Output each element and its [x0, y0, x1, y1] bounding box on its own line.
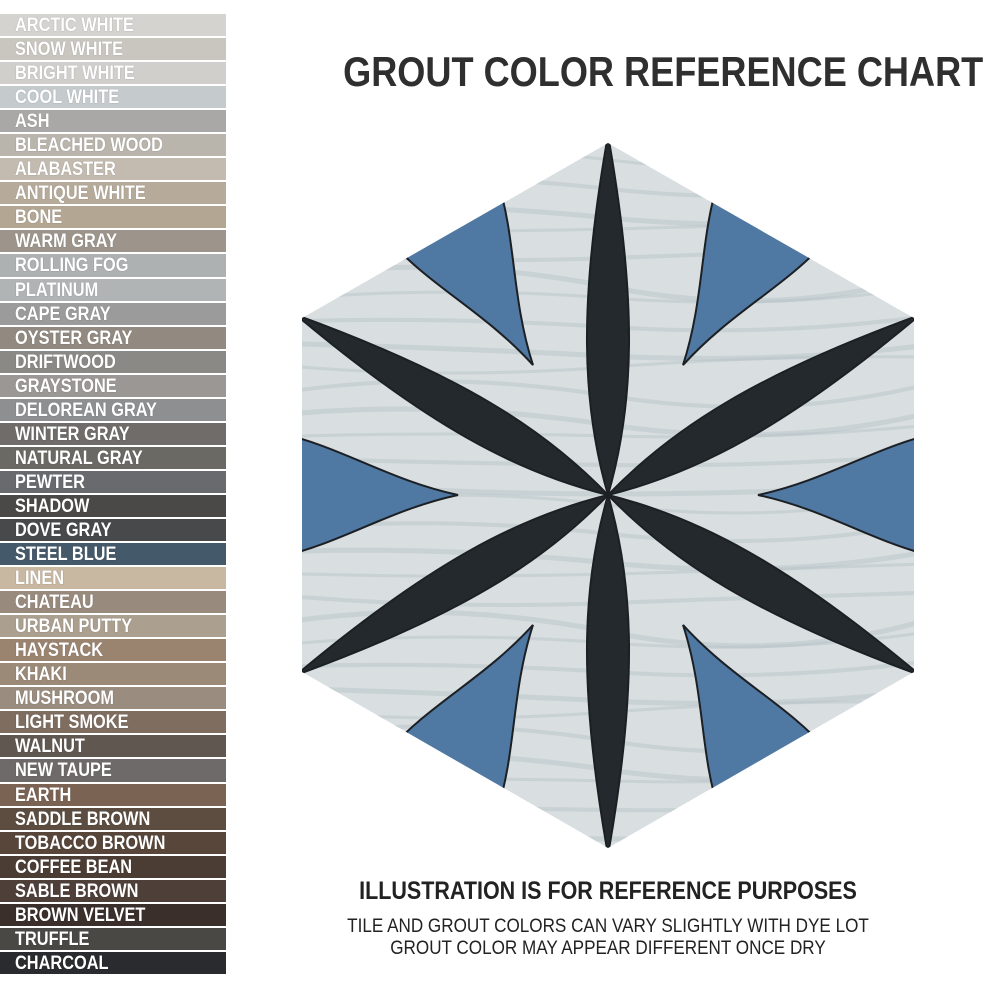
- grout-swatch-label: KHAKI: [15, 664, 67, 686]
- grout-swatch: PEWTER: [0, 470, 226, 493]
- grout-swatch-label: DRIFTWOOD: [15, 351, 116, 373]
- grout-swatch: BROWN VELVET: [0, 903, 226, 926]
- grout-swatch: CHATEAU: [0, 591, 226, 614]
- grout-swatch: ALABASTER: [0, 158, 226, 181]
- grout-swatch: STEEL BLUE: [0, 543, 226, 566]
- grout-swatch-label: SADDLE BROWN: [15, 808, 151, 830]
- grout-swatch: TRUFFLE: [0, 927, 226, 950]
- grout-swatch: PLATINUM: [0, 278, 226, 301]
- grout-swatch: SABLE BROWN: [0, 879, 226, 902]
- grout-swatch-label: DELOREAN GRAY: [15, 399, 157, 421]
- grout-swatch-label: CAPE GRAY: [15, 303, 111, 325]
- grout-swatch: ARCTIC WHITE: [0, 14, 226, 37]
- grout-swatch-label: LIGHT SMOKE: [15, 712, 129, 734]
- grout-swatch: DOVE GRAY: [0, 518, 226, 542]
- grout-swatch-label: BONE: [15, 207, 63, 229]
- grout-swatch-label: URBAN PUTTY: [15, 616, 133, 638]
- grout-swatch-label: ARCTIC WHITE: [15, 15, 134, 36]
- grout-swatch-label: DOVE GRAY: [15, 519, 112, 541]
- grout-swatch: TOBACCO BROWN: [0, 831, 226, 854]
- grout-swatch: NEW TAUPE: [0, 759, 226, 782]
- dark-petal: [586, 491, 630, 848]
- dark-petal: [302, 314, 612, 497]
- grout-swatch: GRAYSTONE: [0, 374, 226, 397]
- grout-swatch: KHAKI: [0, 663, 226, 686]
- grout-swatch: ANTIQUE WHITE: [0, 182, 226, 205]
- grout-swatch: ROLLING FOG: [0, 254, 226, 277]
- grout-swatch-label: BRIGHT WHITE: [15, 63, 135, 85]
- grout-swatch: DRIFTWOOD: [0, 350, 226, 373]
- grout-swatch-label: TOBACCO BROWN: [15, 832, 166, 854]
- grout-swatch: LIGHT SMOKE: [0, 711, 226, 734]
- grout-swatch: URBAN PUTTY: [0, 615, 226, 638]
- reference-note-line-2: GROUT COLOR MAY APPEAR DIFFERENT ONCE DR…: [390, 938, 826, 959]
- grout-swatch: SHADOW: [0, 494, 226, 517]
- grout-swatch: CHARCOAL: [0, 951, 226, 974]
- grout-swatch-label: SNOW WHITE: [15, 39, 124, 61]
- grout-swatch-label: MUSHROOM: [15, 688, 114, 710]
- grout-swatch-label: BROWN VELVET: [15, 904, 146, 926]
- grout-swatch-label: EARTH: [15, 784, 72, 806]
- grout-swatch: COOL WHITE: [0, 86, 226, 109]
- grout-swatch-label: GRAYSTONE: [15, 375, 117, 397]
- grout-swatch: BRIGHT WHITE: [0, 62, 226, 85]
- grout-swatch-label: STEEL BLUE: [15, 544, 117, 566]
- grout-swatch-label: PLATINUM: [15, 279, 99, 301]
- grout-color-list: ARCTIC WHITE SNOW WHITE BRIGHT WHITE COOL W…: [0, 14, 226, 976]
- grout-swatch: WINTER GRAY: [0, 422, 226, 445]
- grout-swatch-label: ANTIQUE WHITE: [15, 183, 146, 205]
- grout-swatch-label: BLEACHED WOOD: [15, 135, 163, 157]
- grout-swatch: CAPE GRAY: [0, 302, 226, 325]
- grout-swatch: ASH: [0, 110, 226, 133]
- grout-swatch-label: SHADOW: [15, 495, 90, 517]
- grout-swatch-label: WARM GRAY: [15, 231, 117, 253]
- grout-swatch: MUSHROOM: [0, 687, 226, 710]
- grout-swatch-label: PEWTER: [15, 471, 85, 493]
- grout-swatch-label: HAYSTACK: [15, 640, 104, 662]
- grout-swatch: BLEACHED WOOD: [0, 134, 226, 157]
- dark-petal: [604, 493, 914, 676]
- grout-swatch-label: ALABASTER: [15, 159, 116, 181]
- grout-swatch-label: SABLE BROWN: [15, 880, 139, 902]
- grout-swatch-label: NATURAL GRAY: [15, 447, 143, 469]
- grout-swatch: WARM GRAY: [0, 230, 226, 253]
- blue-accent: [757, 431, 914, 559]
- grout-swatch-label: LINEN: [15, 568, 65, 590]
- grout-swatch: BONE: [0, 206, 226, 229]
- dark-petal: [604, 314, 914, 497]
- grout-swatch-label: COFFEE BEAN: [15, 856, 133, 878]
- dark-petal: [586, 143, 630, 499]
- reference-note-heading: ILLUSTRATION IS FOR REFERENCE PURPOSES: [359, 877, 857, 905]
- grout-swatch: EARTH: [0, 783, 226, 806]
- grout-swatch: SADDLE BROWN: [0, 807, 226, 830]
- grout-swatch-label: ROLLING FOG: [15, 255, 129, 277]
- grout-swatch-label: WALNUT: [15, 736, 85, 758]
- grout-swatch-label: TRUFFLE: [15, 928, 90, 950]
- grout-swatch-label: CHATEAU: [15, 592, 94, 614]
- grout-swatch: DELOREAN GRAY: [0, 398, 226, 421]
- grout-swatch-label: NEW TAUPE: [15, 760, 112, 782]
- grout-swatch-label: COOL WHITE: [15, 87, 120, 109]
- grout-swatch: HAYSTACK: [0, 639, 226, 662]
- grout-swatch: WALNUT: [0, 735, 226, 758]
- grout-swatch-label: CHARCOAL: [15, 952, 109, 974]
- grout-swatch-label: WINTER GRAY: [15, 423, 130, 445]
- reference-note-line-1: TILE AND GROUT COLORS CAN VARY SLIGHTLY …: [347, 916, 869, 937]
- grout-swatch: OYSTER GRAY: [0, 326, 226, 349]
- grout-swatch: SNOW WHITE: [0, 38, 226, 61]
- grout-swatch: COFFEE BEAN: [0, 855, 226, 878]
- grout-swatch: NATURAL GRAY: [0, 446, 226, 469]
- grout-swatch: LINEN: [0, 567, 226, 590]
- grout-swatch-label: ASH: [15, 111, 50, 133]
- blue-accent: [302, 431, 459, 559]
- dark-petal: [302, 493, 612, 676]
- grout-swatch-label: OYSTER GRAY: [15, 327, 133, 349]
